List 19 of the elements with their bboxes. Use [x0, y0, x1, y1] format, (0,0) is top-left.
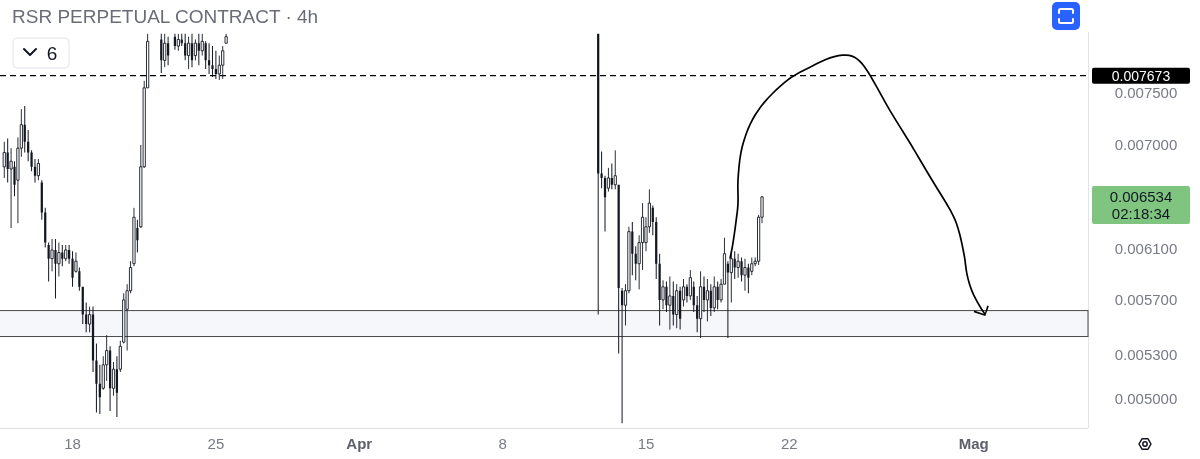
x-tick-label: 22	[780, 435, 798, 452]
y-tick-label: 0.007000	[1114, 135, 1178, 153]
text: 02:18:34	[1111, 204, 1171, 222]
y-tick-label: 0.006100	[1114, 239, 1178, 257]
chart-title: RSR PERPETUAL CONTRACT · 4h	[12, 6, 319, 27]
x-tick-label: Mag	[958, 435, 989, 452]
y-tick-label: 0.005300	[1114, 345, 1178, 363]
annotation: 6	[46, 43, 58, 64]
x-tick-label: 15	[637, 435, 655, 452]
y-tick-label: 0.005000	[1114, 389, 1178, 407]
x-tick-label: 25	[207, 435, 225, 452]
x-tick-label: 18	[64, 435, 81, 452]
y-tick-label: 0.007500	[1114, 83, 1178, 101]
y-tick-label: 0.005700	[1114, 290, 1178, 308]
dropdown-button: 6	[12, 37, 70, 69]
x-tick-label: Apr	[346, 435, 373, 452]
text: 0.006534	[1109, 187, 1173, 205]
x-tick-label: 8	[498, 435, 507, 452]
ref-line-label: 0.007673	[1111, 67, 1171, 84]
